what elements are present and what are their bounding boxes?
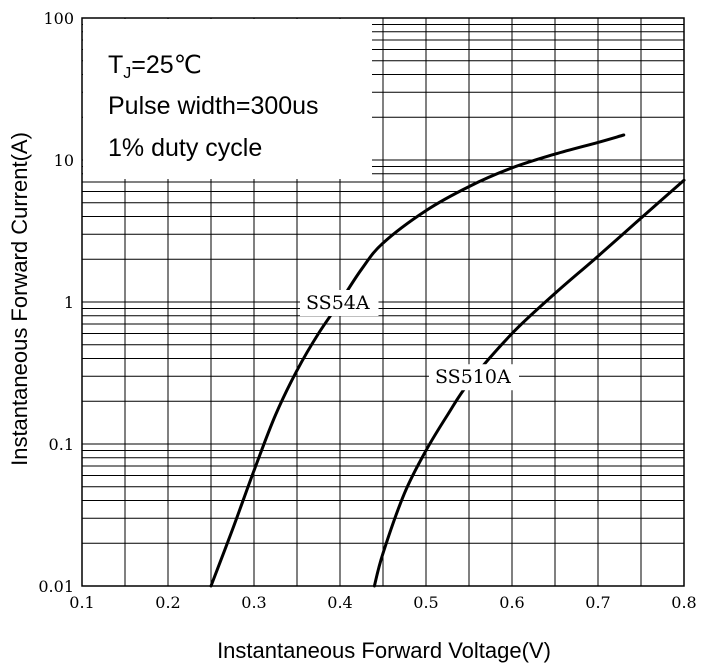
x-tick-label: 0.5 — [413, 593, 438, 612]
x-tick-label: 0.4 — [327, 593, 352, 612]
series-labels: SS54A SS510A — [300, 290, 519, 391]
plot-frame — [81, 17, 685, 587]
x-tick-label: 0.1 — [69, 593, 94, 612]
x-tick-label: 0.8 — [671, 593, 696, 612]
y-tick-labels: 0.01 0.1 1 10 100 — [38, 9, 74, 596]
series-label-ss510a: SS510A — [435, 366, 511, 388]
y-tick-label: 1 — [64, 293, 74, 312]
annotation-duty-cycle: 1% duty cycle — [108, 134, 262, 162]
series-label-background — [429, 364, 519, 391]
annotation-box: TJ=25℃ Pulse width=300us 1% duty cycle — [83, 19, 372, 179]
y-tick-label: 0.1 — [49, 435, 74, 454]
x-tick-label: 0.7 — [585, 593, 610, 612]
x-tick-label: 0.3 — [241, 593, 266, 612]
y-tick-label: 100 — [43, 9, 74, 28]
annotation-temperature: TJ=25℃ — [108, 51, 202, 82]
x-axis-title: Instantaneous Forward Voltage(V) — [217, 638, 551, 663]
series-line-ss54a — [209, 133, 626, 588]
annotation-temp-base: T — [108, 51, 123, 79]
annotation-temp-sub: J — [123, 65, 131, 82]
annotation-pulse-width: Pulse width=300us — [108, 92, 319, 120]
annotation-temp-rest: =25℃ — [131, 51, 201, 79]
y-tick-label: 10 — [54, 151, 74, 170]
annotation-background — [83, 19, 372, 179]
series-label-ss54a: SS54A — [306, 292, 370, 314]
x-tick-labels: 0.1 0.2 0.3 0.4 0.5 0.6 0.7 0.8 — [69, 593, 696, 612]
y-tick-label: 0.01 — [38, 577, 74, 596]
x-tick-label: 0.6 — [499, 593, 524, 612]
y-axis-title: Instantaneous Forward Current(A) — [7, 132, 32, 466]
series-label-background — [300, 290, 379, 316]
x-tick-label: 0.2 — [155, 593, 180, 612]
